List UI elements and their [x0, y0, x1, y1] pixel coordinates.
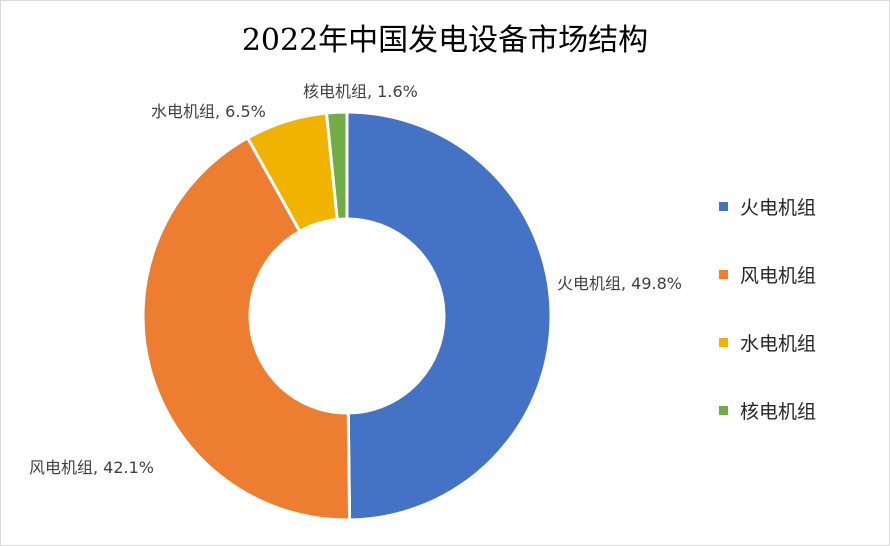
legend-swatch — [719, 201, 728, 211]
donut-slice-2 — [141, 135, 352, 522]
legend-swatch — [719, 269, 728, 279]
legend-label: 火电机组 — [740, 196, 817, 219]
legend-swatch — [719, 337, 728, 347]
legend-item-2: 风电机组 — [719, 257, 816, 291]
legend-swatch — [719, 405, 728, 415]
legend-item-3: 水电机组 — [719, 325, 816, 359]
legend-label: 风电机组 — [740, 264, 817, 287]
legend-item-1: 火电机组 — [719, 189, 816, 223]
donut-slice-1 — [345, 110, 553, 522]
legend-label: 水电机组 — [740, 332, 817, 355]
data-label-4: 核电机组, 1.6% — [303, 82, 418, 101]
legend-item-4: 核电机组 — [719, 393, 816, 427]
donut-slice-4 — [324, 110, 349, 222]
chart-title: 2022年中国发电设备市场结构 — [241, 23, 649, 58]
data-label-3: 水电机组, 6.5% — [151, 102, 266, 121]
chart-legend: 火电机组风电机组水电机组核电机组 — [719, 189, 816, 461]
data-label-2: 风电机组, 42.1% — [29, 458, 154, 477]
data-label-1: 火电机组, 49.8% — [557, 274, 682, 293]
legend-label: 核电机组 — [740, 400, 817, 423]
